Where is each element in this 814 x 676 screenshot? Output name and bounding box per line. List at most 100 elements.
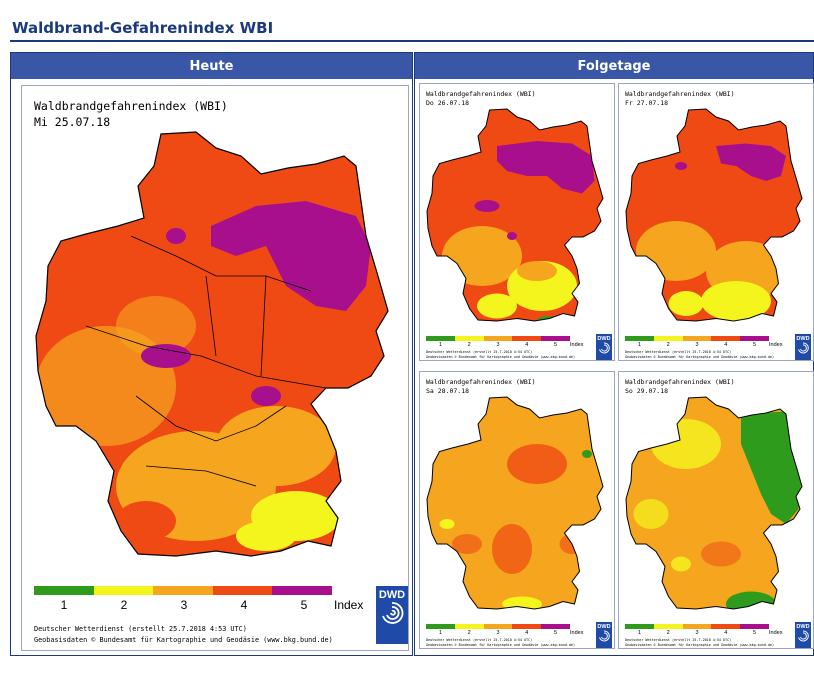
today-panel: Heute Waldbrandgefahrenindex (WBI) Mi 25…	[10, 52, 413, 656]
germany-map-day4	[625, 396, 803, 610]
wbi-map-day4[interactable]: Waldbrandgefahrenindex (WBI) So 29.07.18	[618, 371, 814, 649]
dwd-swirl-icon	[798, 630, 809, 642]
legend-label: 2	[467, 630, 471, 636]
legend-swatch	[682, 624, 712, 629]
dwd-swirl-icon	[382, 602, 404, 624]
legend-swatch	[541, 336, 570, 341]
legend-label: 5	[554, 630, 558, 636]
legend-swatch	[625, 336, 654, 341]
map-date: Do 26.07.18	[426, 99, 470, 107]
dwd-logo-text: DWD	[796, 336, 810, 342]
wbi-map-day3[interactable]: Waldbrandgefahrenindex (WBI) Sa 28.07.18	[419, 371, 615, 649]
legend-label: 2	[120, 598, 128, 612]
credit-bkg: Geobasisdaten © Bundesamt für Kartograph…	[34, 636, 333, 644]
dwd-logo: DWD	[795, 622, 811, 648]
legend-bar	[625, 624, 769, 629]
legend-label: 5	[753, 630, 757, 636]
legend-swatch	[512, 624, 542, 629]
credit-bkg: Geobasisdaten © Bundesamt für Kartograph…	[625, 355, 775, 359]
legend-label: 4	[724, 342, 728, 348]
legend-label: 1	[438, 342, 442, 348]
following-panel: Folgetage Waldbrandgefahrenindex (WBI) D…	[414, 52, 814, 656]
wbi-map-day1[interactable]: Waldbrandgefahrenindex (WBI) Do 26.07.18	[419, 83, 615, 361]
legend-label: 2	[666, 630, 670, 636]
map-title: Waldbrandgefahrenindex (WBI)	[625, 90, 735, 98]
legend-unit: Index	[768, 342, 783, 348]
legend-swatch	[212, 586, 273, 595]
legend-unit: Index	[334, 598, 364, 612]
dwd-swirl-icon	[599, 342, 610, 354]
map-title: Waldbrandgefahrenindex (WBI)	[34, 99, 228, 113]
legend-label: 5	[753, 342, 757, 348]
credit-bkg: Geobasisdaten © Bundesamt für Kartograph…	[426, 355, 576, 359]
legend-label: 5	[300, 598, 308, 612]
map-title: Waldbrandgefahrenindex (WBI)	[426, 90, 536, 98]
legend-swatch	[454, 624, 484, 629]
dwd-logo-text: DWD	[597, 336, 611, 342]
legend-swatch	[711, 336, 741, 341]
legend-swatch	[483, 624, 513, 629]
title-divider	[10, 40, 814, 42]
legend-swatch	[426, 624, 455, 629]
dwd-logo-text: DWD	[796, 624, 810, 630]
legend-swatch	[740, 336, 769, 341]
wbi-map-today[interactable]: Waldbrandgefahrenindex (WBI) Mi 25.07.18	[21, 85, 409, 651]
following-header: Folgetage	[415, 53, 813, 79]
legend-swatch	[740, 624, 769, 629]
legend-swatch	[512, 336, 542, 341]
credit-bkg: Geobasisdaten © Bundesamt für Kartograph…	[426, 643, 576, 647]
legend-label: 3	[180, 598, 188, 612]
legend-swatch	[153, 586, 213, 595]
legend-label: 4	[525, 342, 529, 348]
map-title: Waldbrandgefahrenindex (WBI)	[625, 378, 735, 386]
legend-swatch	[426, 336, 455, 341]
credit-dwd: Deutscher Wetterdienst (erstellt 25.7.20…	[426, 638, 533, 642]
legend-swatch	[272, 586, 332, 595]
map-date: Fr 27.07.18	[625, 99, 669, 107]
legend-label: 4	[724, 630, 728, 636]
legend-swatch	[653, 336, 683, 341]
dwd-logo-text: DWD	[378, 589, 406, 601]
dwd-logo: DWD	[596, 334, 612, 360]
credit-dwd: Deutscher Wetterdienst (erstellt 25.7.20…	[34, 625, 247, 633]
legend-swatch	[34, 586, 94, 595]
legend-label: 1	[60, 598, 68, 612]
dwd-swirl-icon	[599, 630, 610, 642]
credit-dwd: Deutscher Wetterdienst (erstellt 25.7.20…	[625, 638, 732, 642]
map-title: Waldbrandgefahrenindex (WBI)	[426, 378, 536, 386]
germany-map-today	[35, 131, 389, 557]
wbi-map-day2[interactable]: Waldbrandgefahrenindex (WBI) Fr 27.07.18	[618, 83, 814, 361]
legend-swatch	[541, 624, 570, 629]
map-date: Sa 28.07.18	[426, 387, 470, 395]
legend-swatch	[93, 586, 154, 595]
dwd-logo: DWD	[596, 622, 612, 648]
germany-map-day2	[625, 108, 803, 322]
credit-dwd: Deutscher Wetterdienst (erstellt 25.7.20…	[625, 350, 732, 354]
today-header: Heute	[11, 53, 412, 79]
legend-swatch	[711, 624, 741, 629]
legend-bar	[426, 336, 570, 341]
legend-label: 4	[240, 598, 248, 612]
legend-label: 3	[695, 630, 699, 636]
legend-label: 3	[695, 342, 699, 348]
germany-map-day3	[426, 396, 604, 610]
legend-swatch	[483, 336, 513, 341]
dwd-logo: DWD	[795, 334, 811, 360]
legend-swatch	[682, 336, 712, 341]
legend-swatch	[454, 336, 484, 341]
legend-label: 3	[496, 630, 500, 636]
legend-label: 1	[438, 630, 442, 636]
legend-swatch	[625, 624, 654, 629]
legend-label: 1	[637, 342, 641, 348]
legend-label: 4	[525, 630, 529, 636]
dwd-logo: DWD	[376, 586, 408, 644]
legend-unit: Index	[569, 342, 584, 348]
dwd-logo-text: DWD	[597, 624, 611, 630]
legend-label: 1	[637, 630, 641, 636]
legend-label: 3	[496, 342, 500, 348]
legend-bar	[34, 586, 332, 595]
legend-unit: Index	[768, 630, 783, 636]
map-date: Mi 25.07.18	[34, 115, 111, 129]
germany-map-day1	[426, 108, 604, 322]
credit-dwd: Deutscher Wetterdienst (erstellt 25.7.20…	[426, 350, 533, 354]
